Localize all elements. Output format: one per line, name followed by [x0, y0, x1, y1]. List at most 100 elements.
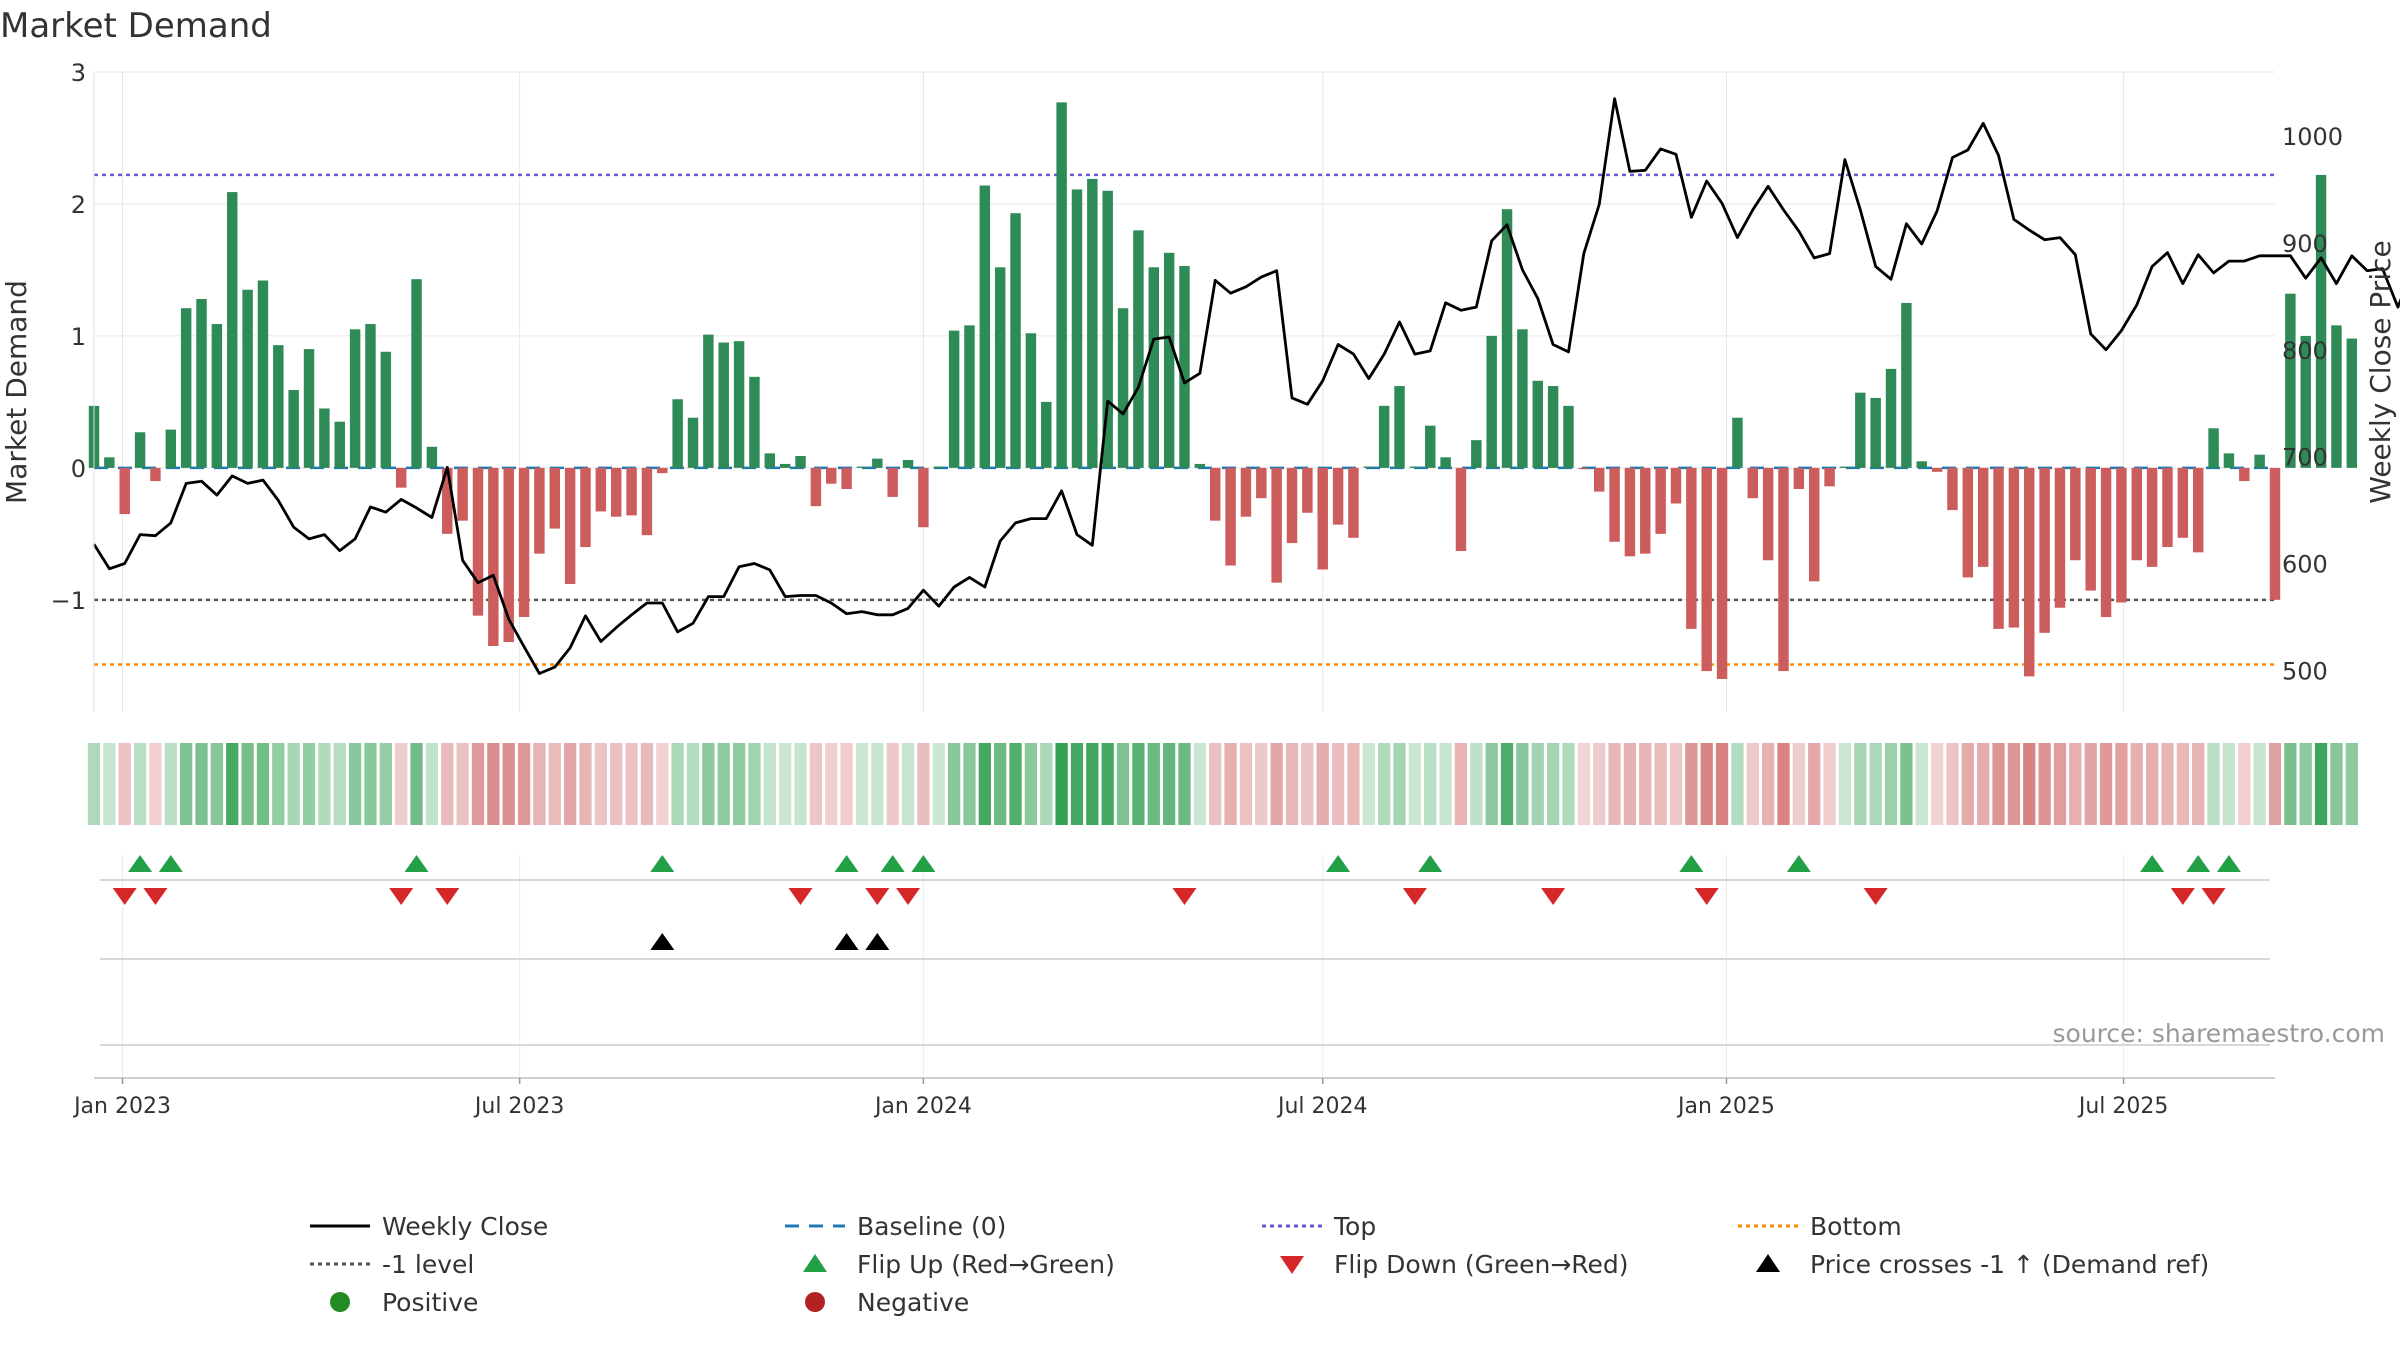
demand-bar: [1071, 189, 1083, 468]
strength-cell: [379, 743, 392, 825]
demand-bar: [1455, 467, 1467, 552]
y-tick-label: 2: [71, 191, 86, 219]
strength-cell: [763, 743, 776, 825]
flip-up-marker: [128, 855, 153, 872]
flip-up-marker: [1326, 855, 1351, 872]
flip-down-marker: [389, 888, 414, 905]
strength-cell: [533, 743, 546, 825]
demand-bar: [626, 467, 637, 516]
strength-cell: [779, 743, 792, 825]
strength-cell: [2314, 743, 2328, 825]
demand-bar: [2008, 467, 2020, 628]
demand-bar: [1163, 252, 1175, 468]
strength-cell: [1930, 743, 1944, 825]
strength-cell: [1792, 743, 1806, 825]
strength-cell: [241, 743, 254, 825]
event-markers: [100, 855, 2270, 1046]
flip-down-marker: [1172, 888, 1197, 905]
demand-bar: [1117, 308, 1129, 468]
strength-cell: [1193, 743, 1207, 825]
strength-cell: [1838, 743, 1852, 825]
demand-bar: [1977, 467, 1989, 567]
legend-entry: Weekly Close: [310, 1212, 548, 1241]
demand-bar: [933, 466, 944, 468]
demand-bar: [1993, 467, 2004, 629]
y2-tick-label: 900: [2282, 230, 2328, 258]
demand-bar: [1102, 190, 1113, 468]
strength-cell: [133, 743, 147, 825]
strength-cell: [1531, 743, 1544, 825]
strength-cell: [1316, 743, 1329, 825]
y-tick-label: 0: [71, 455, 86, 483]
demand-bar: [2223, 453, 2235, 468]
strength-cell: [1132, 743, 1145, 825]
flip-up-marker: [1679, 855, 1704, 872]
demand-bar: [503, 467, 514, 643]
flip-up-marker: [1418, 855, 1443, 872]
y-axis-label: Market Demand: [0, 280, 33, 504]
flip-down-marker: [896, 888, 921, 905]
flip-down-marker: [1863, 888, 1888, 905]
strength-cell: [395, 743, 408, 825]
strength-cell: [1900, 743, 1913, 825]
strength-cell: [2207, 743, 2220, 825]
flip-up-marker: [834, 855, 859, 872]
strength-cell: [656, 743, 669, 825]
weekly-close-line: [92, 97, 2400, 675]
flip-down-marker: [435, 888, 460, 905]
strength-cell: [210, 743, 224, 825]
demand-bar: [227, 192, 238, 468]
demand-bar: [887, 467, 898, 497]
x-tick-label: Jan 2024: [873, 1094, 972, 1119]
strength-cell: [1147, 743, 1160, 825]
flip-down-marker: [788, 888, 813, 905]
demand-bar: [1425, 425, 1436, 468]
legend-label: Positive: [382, 1288, 478, 1317]
x-axis: Jan 2023 Jul 2023 Jan 2024 Jul 2024 Jan 2025…: [72, 1077, 2275, 1119]
strength-cell: [1224, 743, 1237, 825]
strength-cell: [871, 743, 884, 825]
legend-entry: Flip Up (Red→Green): [803, 1250, 1115, 1279]
strength-cell: [963, 743, 976, 825]
legend-label: -1 level: [382, 1250, 474, 1279]
y2-tick-label: 800: [2282, 337, 2328, 365]
demand-bar: [442, 467, 453, 534]
legend-label: Flip Up (Red→Green): [857, 1250, 1115, 1279]
demand-bar: [1624, 467, 1636, 557]
flip-up-marker: [158, 855, 183, 872]
legend-swatch: [330, 1292, 350, 1312]
strength-cell: [2330, 743, 2343, 825]
strength-cell: [1070, 743, 1084, 825]
flip-down-marker: [865, 888, 890, 905]
strength-cell: [1516, 743, 1529, 825]
strength-cell: [1209, 743, 1222, 825]
strength-cell: [1746, 743, 1759, 825]
strength-cell: [1946, 743, 1959, 825]
strength-cell: [364, 743, 377, 825]
demand-bar: [1686, 467, 1697, 629]
strength-cell: [180, 743, 193, 825]
strength-cell: [855, 743, 869, 825]
strength-cell: [1408, 743, 1422, 825]
strength-cell: [1961, 743, 1974, 825]
demand-bar: [1747, 467, 1759, 499]
demand-bar: [134, 432, 146, 468]
demand-bar: [2039, 467, 2050, 633]
demand-bar: [288, 390, 299, 468]
strength-cell: [563, 743, 577, 825]
demand-bar: [549, 467, 560, 529]
flip-down-marker: [1541, 888, 1566, 905]
strength-cell: [1424, 743, 1437, 825]
demand-bar: [1486, 335, 1497, 468]
demand-bar: [1317, 467, 1328, 570]
strength-cell: [2084, 743, 2097, 825]
strength-cell: [1331, 743, 1345, 825]
strength-cell: [2053, 743, 2067, 825]
demand-bar: [2239, 467, 2250, 482]
y-tick-label: 3: [71, 59, 86, 87]
strength-cell: [825, 743, 838, 825]
y2-tick-label: 500: [2282, 657, 2328, 685]
strength-cell: [978, 743, 991, 825]
strength-cell: [1500, 743, 1514, 825]
demand-bars: [88, 102, 2358, 680]
